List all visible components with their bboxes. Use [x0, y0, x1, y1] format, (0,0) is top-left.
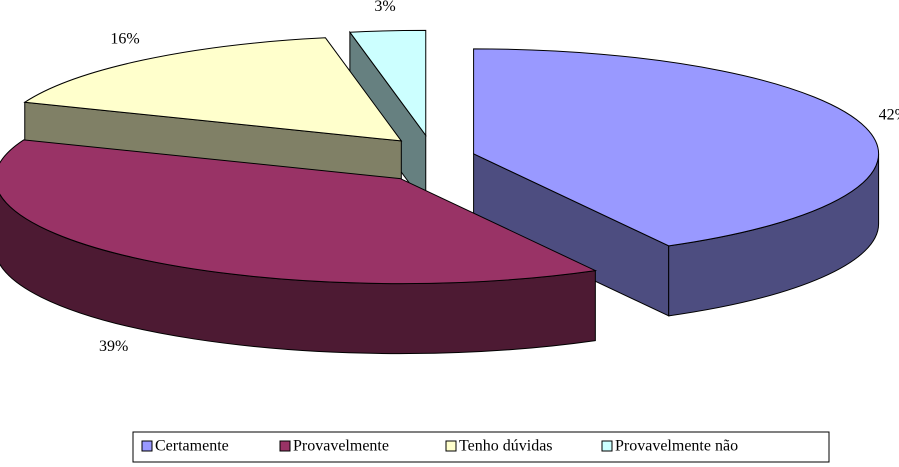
legend-box: [132, 431, 830, 463]
data-label: 42%: [879, 106, 899, 123]
pie-slice: [0, 139, 598, 355]
legend-swatch: [445, 440, 457, 452]
pie-slice: [348, 29, 427, 207]
slice-top: [0, 139, 598, 285]
legend-swatch: [601, 440, 613, 452]
legend-label: Certamente: [155, 438, 229, 455]
data-label: 39%: [99, 338, 128, 355]
pie: [0, 29, 880, 355]
data-label: 16%: [110, 31, 139, 48]
legend-label: Provavelmente não: [615, 438, 738, 455]
slice-top: [348, 29, 427, 137]
data-label: 3%: [374, 0, 395, 15]
slice-top: [473, 48, 880, 247]
legend-swatch: [279, 440, 291, 452]
slice-top: [23, 37, 403, 142]
legend: Certamente Provavelmente Tenho dúvidas Prov…: [141, 438, 738, 455]
pie-slice: [473, 48, 880, 317]
legend-swatch: [141, 440, 153, 452]
legend-label: Provavelmente: [293, 438, 389, 455]
legend-label: Tenho dúvidas: [459, 438, 553, 455]
